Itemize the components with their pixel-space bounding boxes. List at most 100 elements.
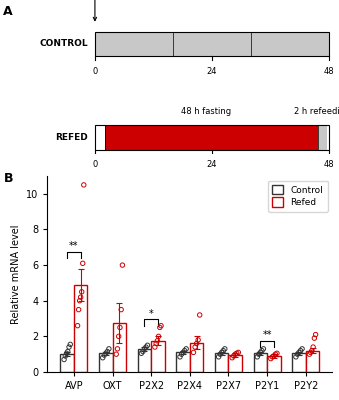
Bar <box>254 353 267 372</box>
Point <box>274 350 280 356</box>
Point <box>78 294 83 300</box>
Bar <box>95 32 329 56</box>
Point <box>298 348 303 354</box>
Point <box>64 350 69 356</box>
Bar <box>74 285 87 372</box>
Point <box>312 335 317 341</box>
Text: 0: 0 <box>92 67 98 76</box>
Text: **: ** <box>262 330 272 340</box>
Point <box>143 344 149 350</box>
Point <box>236 349 241 356</box>
Point <box>120 262 125 268</box>
Point <box>196 337 201 343</box>
Point <box>102 352 107 358</box>
Point <box>177 354 183 360</box>
Point <box>194 340 199 347</box>
Point <box>256 351 261 357</box>
Point <box>295 351 300 357</box>
Bar <box>60 354 74 372</box>
Text: *: * <box>149 308 154 318</box>
Point <box>307 351 312 357</box>
Point <box>81 182 86 188</box>
Point <box>118 306 124 313</box>
Point <box>182 348 187 354</box>
Point <box>219 349 224 356</box>
Point <box>80 260 85 266</box>
Point <box>259 348 265 354</box>
Point <box>156 333 161 340</box>
Text: **: ** <box>69 241 79 251</box>
Point <box>114 351 119 357</box>
Point <box>145 342 150 348</box>
Point <box>115 346 120 352</box>
Point <box>255 354 260 360</box>
Point <box>153 340 159 347</box>
Point <box>103 350 108 356</box>
Point <box>180 349 186 356</box>
Text: 2 h refeeding: 2 h refeeding <box>294 107 339 116</box>
Bar <box>327 125 329 150</box>
Point <box>63 353 68 359</box>
Point <box>271 353 277 359</box>
Point <box>234 350 239 356</box>
Point <box>309 348 315 354</box>
Point <box>216 354 221 360</box>
Point <box>155 338 160 344</box>
Text: 48: 48 <box>323 67 334 76</box>
Point <box>142 346 147 352</box>
Point <box>273 351 278 357</box>
Point <box>100 354 105 361</box>
Legend: Control, Refed: Control, Refed <box>268 180 328 212</box>
Point <box>230 354 235 361</box>
Bar <box>95 125 329 150</box>
Point <box>179 351 184 357</box>
Point <box>222 346 227 352</box>
Point <box>261 346 266 352</box>
Point <box>191 349 196 356</box>
Bar <box>176 352 190 372</box>
Point <box>311 344 316 350</box>
Point <box>75 322 80 329</box>
Bar <box>113 323 126 372</box>
Point <box>296 349 302 356</box>
Point <box>105 348 110 355</box>
Bar <box>99 353 113 372</box>
Bar <box>267 356 281 372</box>
Point <box>158 322 164 329</box>
Text: CONTROL: CONTROL <box>40 40 88 48</box>
Point <box>231 353 236 359</box>
Point <box>197 312 202 318</box>
Point <box>139 350 144 356</box>
Point <box>293 354 299 360</box>
Point <box>140 348 146 355</box>
Point <box>313 331 318 338</box>
Text: 48: 48 <box>323 160 334 169</box>
Point <box>61 356 67 363</box>
Text: 24: 24 <box>207 160 217 169</box>
Point <box>76 306 81 313</box>
Bar <box>151 341 165 372</box>
Bar <box>318 125 327 150</box>
Bar <box>95 125 105 150</box>
Point <box>157 324 162 331</box>
Bar <box>190 342 203 372</box>
Text: Time (hours): Time (hours) <box>183 180 241 188</box>
Point <box>192 344 198 350</box>
Text: 48 h fasting: 48 h fasting <box>181 107 231 116</box>
Point <box>299 346 305 352</box>
Point <box>268 356 274 362</box>
Text: A: A <box>3 5 13 18</box>
Point <box>258 349 263 356</box>
Y-axis label: Relative mRNA level: Relative mRNA level <box>11 224 21 324</box>
Point <box>65 348 71 355</box>
Text: B: B <box>3 172 13 185</box>
Point <box>217 351 223 357</box>
Point <box>308 349 313 356</box>
Bar <box>228 355 242 372</box>
Point <box>233 351 238 357</box>
Point <box>77 298 82 304</box>
Bar <box>215 353 228 372</box>
Text: REFED: REFED <box>55 133 88 142</box>
Bar <box>95 125 329 150</box>
Point <box>183 346 189 352</box>
